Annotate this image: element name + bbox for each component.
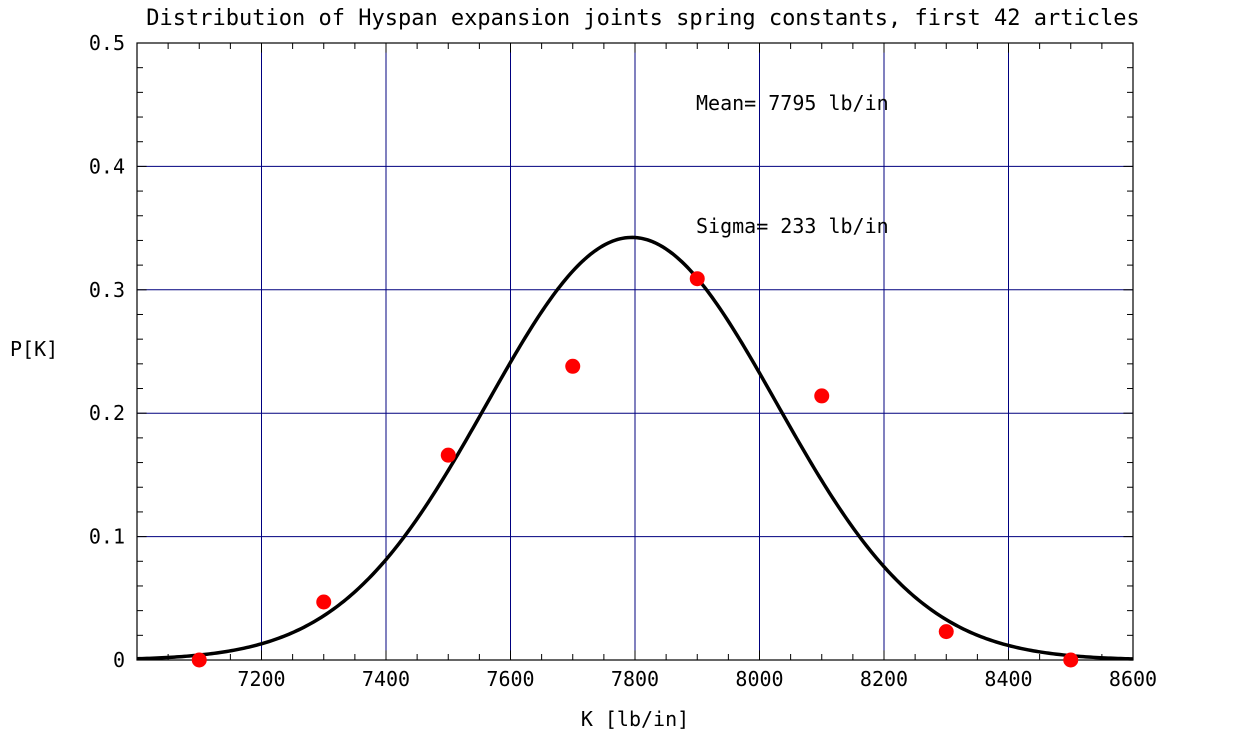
data-point	[938, 624, 954, 640]
data-point	[316, 594, 332, 610]
x-tick-label: 8200	[860, 667, 908, 691]
normal-curve-series	[136, 235, 1134, 661]
chart-title: Distribution of Hyspan expansion joints …	[146, 6, 1139, 31]
data-point	[689, 271, 705, 287]
x-tick-label: 7400	[362, 667, 410, 691]
data-point	[1063, 652, 1079, 668]
y-tick-label: 0.1	[89, 525, 125, 549]
y-tick-labels: 0 0.1 0.2 0.3 0.4 0.5	[89, 31, 125, 672]
y-tick-label: 0.4	[89, 154, 125, 178]
data-point	[814, 388, 830, 404]
x-tick-label: 8400	[984, 667, 1032, 691]
x-tick-label: 7800	[611, 667, 659, 691]
data-point	[191, 652, 207, 668]
y-tick-label: 0.2	[89, 401, 125, 425]
x-tick-label: 7600	[486, 667, 534, 691]
x-tick-label: 7200	[237, 667, 285, 691]
y-tick-label: 0.3	[89, 278, 125, 302]
mean-annotation: Mean= 7795 lb/in	[696, 91, 889, 115]
sigma-annotation: Sigma= 233 lb/in	[696, 214, 889, 238]
data-point	[565, 358, 581, 374]
x-axis-label: K [lb/in]	[581, 707, 689, 731]
data-points-series	[191, 271, 1079, 668]
y-tick-label: 0	[113, 648, 125, 672]
x-tick-labels: 7200 7400 7600 7800 8000 8200 8400 8600	[237, 667, 1157, 691]
data-point	[440, 447, 456, 463]
y-axis-label: P[K]	[10, 337, 58, 361]
y-tick-label: 0.5	[89, 31, 125, 55]
x-tick-label: 8000	[735, 667, 783, 691]
x-tick-label: 8600	[1109, 667, 1157, 691]
normal-curve-line	[136, 235, 1134, 661]
grid	[137, 43, 1133, 660]
